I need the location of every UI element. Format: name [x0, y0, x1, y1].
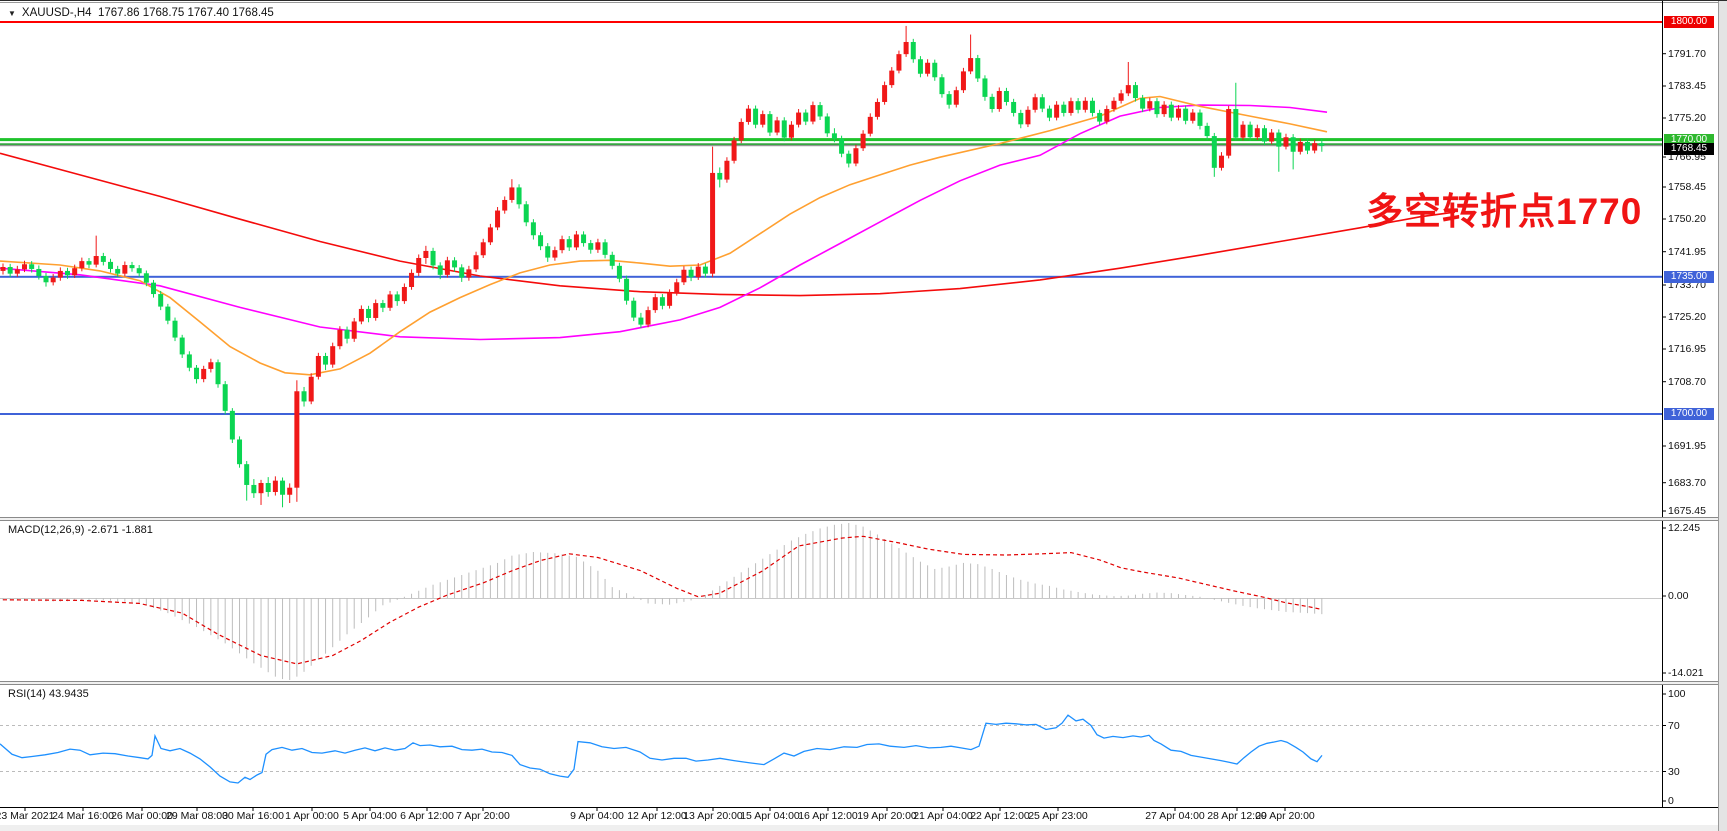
axis-time-label: 29 Apr 20:00 — [1255, 810, 1315, 822]
price-level-badge: 1700.00 — [1664, 408, 1714, 420]
axis-price-label: -14.021 — [1668, 667, 1704, 679]
axis-time-label: 6 Apr 12:00 — [400, 810, 454, 822]
axis-time-label: 9 Apr 04:00 — [570, 810, 624, 822]
axis-price-label: 1725.20 — [1668, 311, 1706, 323]
axis-time-label: 19 Apr 20:00 — [857, 810, 917, 822]
rsi-pane-divider[interactable] — [0, 681, 1727, 685]
window-top-border — [0, 2, 1727, 3]
axis-price-label: 1683.70 — [1668, 476, 1706, 489]
rsi-line — [0, 714, 1323, 784]
axis-price-label: 1758.45 — [1668, 181, 1706, 193]
rsi-indicator-label: RSI(14) 43.9435 — [8, 688, 89, 700]
macd-indicator-label: MACD(12,26,9) -2.671 -1.881 — [8, 524, 153, 536]
axis-time-label: 28 Apr 12:00 — [1207, 810, 1267, 822]
axis-price-label: 1708.70 — [1668, 375, 1706, 388]
moving-average-line — [0, 152, 1456, 297]
axis-price-label: 1783.45 — [1668, 80, 1706, 92]
axis-time-label: 26 Mar 00:00 — [111, 810, 173, 822]
price-level-badge: 1768.45 — [1664, 142, 1714, 155]
axis-time-label: 23 Mar 2021 — [0, 810, 55, 822]
chart-title: ▼ XAUUSD-,H4 1767.86 1768.75 1767.40 1768… — [8, 7, 274, 19]
axis-time-label: 25 Apr 23:00 — [1028, 810, 1088, 822]
axis-time-label: 21 Apr 04:00 — [913, 810, 973, 822]
axis-time-label: 16 Apr 12:00 — [798, 810, 858, 822]
axis-time-label: 13 Apr 20:00 — [683, 810, 743, 822]
axis-price-label: 1741.95 — [1668, 245, 1706, 258]
bottom-margin — [0, 825, 1718, 831]
axis-price-label: 70 — [1668, 719, 1680, 732]
axis-price-label: 100 — [1668, 688, 1686, 700]
price-level-badge: 1800.00 — [1664, 16, 1714, 28]
axis-time-label: 24 Mar 16:00 — [52, 810, 114, 822]
symbol-timeframe-label: XAUUSD-,H4 — [21, 7, 92, 19]
axis-time-label: 5 Apr 04:00 — [343, 810, 397, 822]
axis-price-label: 1750.20 — [1668, 213, 1706, 225]
axis-time-label: 22 Apr 12:00 — [970, 810, 1030, 822]
axis-price-label: 1775.20 — [1668, 112, 1706, 124]
ohlc-values-label: 1767.86 1768.75 1767.40 1768.45 — [97, 7, 274, 19]
axis-time-label: 29 Mar 08:00 — [166, 810, 228, 822]
moving-average-line — [0, 95, 1328, 376]
axis-time-label: 15 Apr 04:00 — [740, 810, 800, 822]
axis-price-label: 12.245 — [1668, 522, 1701, 534]
collapse-triangle-icon[interactable]: ▼ — [8, 9, 16, 18]
axis-price-label: 1716.95 — [1668, 343, 1706, 355]
moving-average-line — [0, 104, 1328, 341]
annotation-text[interactable]: 多空转折点1770 — [1366, 191, 1643, 232]
scrollbar-track[interactable] — [1718, 1, 1727, 831]
axis-price-label: 1675.45 — [1668, 505, 1706, 517]
axis-time-label: 7 Apr 20:00 — [456, 810, 510, 822]
axis-price-label: 30 — [1668, 765, 1680, 778]
axis-time-label: 12 Apr 12:00 — [627, 810, 687, 822]
axis-time-label: 1 Apr 00:00 — [285, 810, 339, 822]
macd-pane-divider[interactable] — [0, 517, 1727, 521]
price-axis-border — [1662, 1, 1663, 807]
macd-signal-line — [2, 535, 1322, 665]
axis-time-label: 30 Mar 16:00 — [222, 810, 284, 822]
axis-price-label: 1691.95 — [1668, 440, 1706, 452]
time-axis-border — [0, 807, 1727, 808]
axis-price-label: 1791.70 — [1668, 47, 1706, 60]
axis-price-label: 0.00 — [1668, 590, 1689, 602]
price-level-badge: 1735.00 — [1664, 271, 1714, 283]
axis-time-label: 27 Apr 04:00 — [1145, 810, 1205, 822]
axis-price-label: 0 — [1668, 795, 1674, 807]
